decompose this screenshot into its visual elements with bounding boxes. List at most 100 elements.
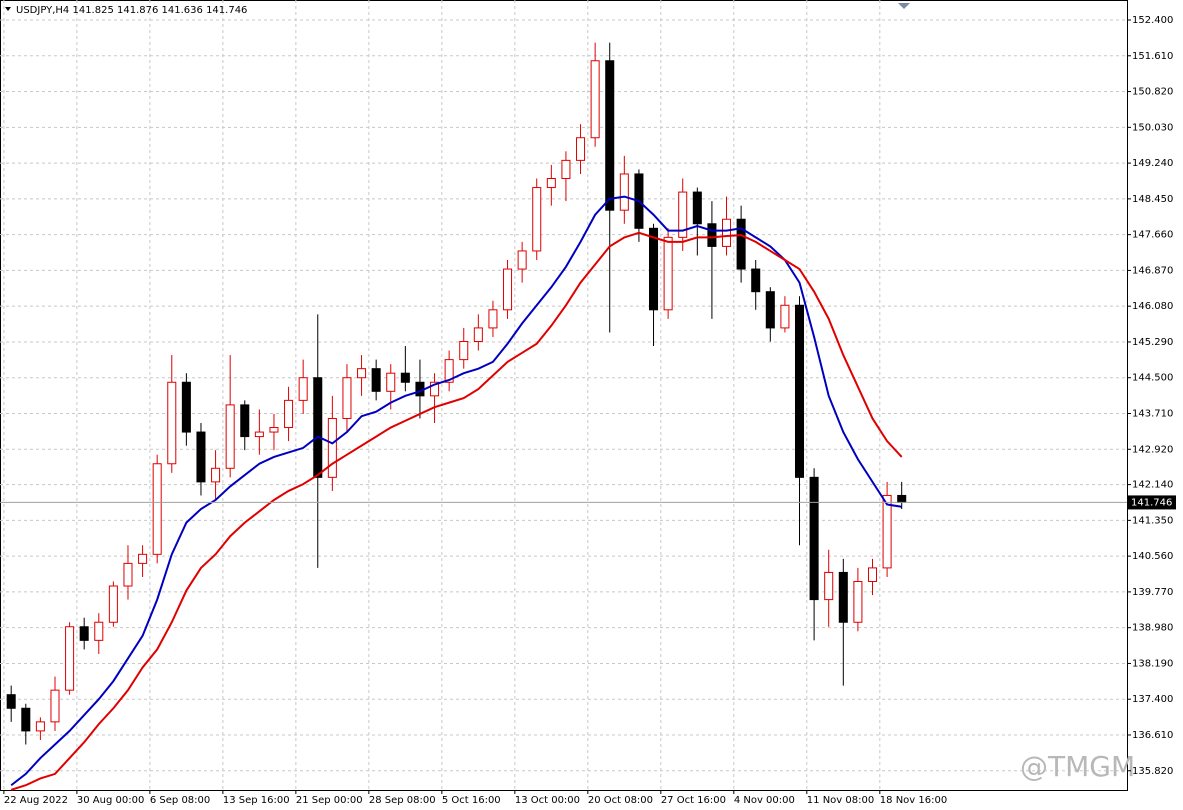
candle-body bbox=[649, 227, 659, 311]
candle-body bbox=[386, 372, 396, 392]
y-tick-label: 150.820 bbox=[1132, 87, 1173, 98]
y-tick-label: 152.400 bbox=[1132, 15, 1173, 26]
candle-body bbox=[838, 571, 848, 623]
candle-body bbox=[897, 494, 907, 503]
candle-body bbox=[240, 404, 250, 438]
y-tick-label: 146.870 bbox=[1132, 265, 1173, 276]
candle-body bbox=[459, 341, 469, 361]
y-tick-label: 146.080 bbox=[1132, 301, 1173, 312]
y-tick-label: 150.030 bbox=[1132, 122, 1173, 133]
candle-body bbox=[809, 476, 819, 601]
candle-body bbox=[473, 327, 483, 343]
chart-title: USDJPY,H4 141.825 141.876 141.636 141.74… bbox=[16, 5, 247, 16]
grid bbox=[0, 0, 1127, 790]
candle-body bbox=[824, 571, 834, 601]
candle-body bbox=[313, 377, 323, 478]
y-tick-label: 148.450 bbox=[1132, 194, 1173, 205]
y-tick-label: 139.770 bbox=[1132, 587, 1173, 598]
candle-body bbox=[108, 585, 118, 623]
x-tick-label: 11 Nov 08:00 bbox=[807, 795, 874, 806]
x-tick-label: 18 Nov 16:00 bbox=[880, 795, 947, 806]
candle-body bbox=[284, 399, 294, 429]
candle-body bbox=[546, 177, 556, 189]
candle-body bbox=[269, 427, 279, 433]
x-tick-label: 21 Sep 00:00 bbox=[296, 795, 363, 806]
candle-body bbox=[561, 159, 571, 179]
candle-body bbox=[444, 359, 454, 383]
candle-body bbox=[488, 309, 498, 329]
x-tick-label: 13 Sep 16:00 bbox=[223, 795, 290, 806]
moving-average bbox=[10, 231, 903, 791]
candle-body bbox=[211, 467, 221, 483]
current-price-box bbox=[1128, 495, 1176, 510]
x-tick-label: 22 Aug 2022 bbox=[4, 795, 68, 806]
shift-marker bbox=[898, 3, 910, 9]
candle-body bbox=[736, 218, 746, 270]
y-tick-label: 138.190 bbox=[1132, 658, 1173, 669]
candle-body bbox=[751, 268, 761, 293]
x-tick-label: 13 Oct 00:00 bbox=[515, 795, 580, 806]
y-tick-label: 136.610 bbox=[1132, 730, 1173, 741]
candle-body bbox=[400, 372, 410, 383]
candle-body bbox=[707, 223, 717, 247]
x-tick-label: 28 Sep 08:00 bbox=[369, 795, 436, 806]
candle-body bbox=[692, 191, 702, 225]
candle-body bbox=[21, 707, 31, 732]
x-tick-label: 30 Aug 00:00 bbox=[77, 795, 144, 806]
candle-body bbox=[65, 626, 75, 691]
candle-body bbox=[167, 381, 177, 465]
candle-body bbox=[722, 218, 732, 247]
y-tick-label: 142.920 bbox=[1132, 444, 1173, 455]
candle-body bbox=[181, 381, 191, 433]
candle-body bbox=[225, 404, 235, 469]
y-tick-label: 140.560 bbox=[1132, 551, 1173, 562]
candle-body bbox=[371, 368, 381, 392]
y-tick-label: 144.500 bbox=[1132, 373, 1173, 384]
y-tick-label: 137.400 bbox=[1132, 694, 1173, 705]
candle-body bbox=[532, 187, 542, 252]
candle-body bbox=[619, 173, 629, 211]
candle-body bbox=[678, 191, 688, 238]
candle-body bbox=[35, 721, 45, 732]
x-tick-label: 27 Oct 16:00 bbox=[661, 795, 726, 806]
candle-body bbox=[853, 580, 863, 623]
marks bbox=[6, 42, 907, 791]
candle-body bbox=[123, 562, 133, 587]
y-tick-label: 138.980 bbox=[1132, 623, 1173, 634]
candle-body bbox=[327, 417, 337, 478]
y-tick-label: 141.350 bbox=[1132, 515, 1173, 526]
y-tick-label: 149.240 bbox=[1132, 158, 1173, 169]
y-tick-label: 151.610 bbox=[1132, 51, 1173, 62]
menu-arrow bbox=[5, 7, 11, 11]
y-tick-label: 142.140 bbox=[1132, 480, 1173, 491]
candle-body bbox=[605, 60, 615, 211]
candle-body bbox=[576, 137, 586, 161]
candle-body bbox=[503, 268, 513, 311]
candle-body bbox=[590, 60, 600, 139]
y-tick-label: 147.660 bbox=[1132, 230, 1173, 241]
y-tick-label: 143.710 bbox=[1132, 408, 1173, 419]
candle-body bbox=[254, 431, 264, 438]
x-tick-label: 6 Sep 08:00 bbox=[150, 795, 210, 806]
y-tick-label: 135.820 bbox=[1132, 766, 1173, 777]
candle-body bbox=[196, 431, 206, 483]
candle-body bbox=[138, 553, 148, 564]
candle-body bbox=[298, 377, 308, 401]
candle-body bbox=[94, 621, 104, 641]
candle-body bbox=[50, 689, 60, 723]
current-price-label: 141.746 bbox=[1131, 497, 1172, 508]
candle-body bbox=[794, 304, 805, 478]
watermark: @TMGM bbox=[1020, 750, 1135, 783]
candle-body bbox=[6, 694, 16, 709]
candle-body bbox=[357, 368, 367, 379]
x-tick-label: 5 Oct 16:00 bbox=[442, 795, 501, 806]
x-tick-label: 4 Nov 00:00 bbox=[734, 795, 795, 806]
candle-body bbox=[79, 626, 89, 641]
candle-body bbox=[342, 377, 352, 419]
y-tick-label: 145.290 bbox=[1132, 337, 1173, 348]
candle-body bbox=[152, 463, 162, 555]
candle-body bbox=[765, 291, 775, 329]
candle-body bbox=[882, 494, 892, 569]
candle-body bbox=[780, 304, 790, 329]
